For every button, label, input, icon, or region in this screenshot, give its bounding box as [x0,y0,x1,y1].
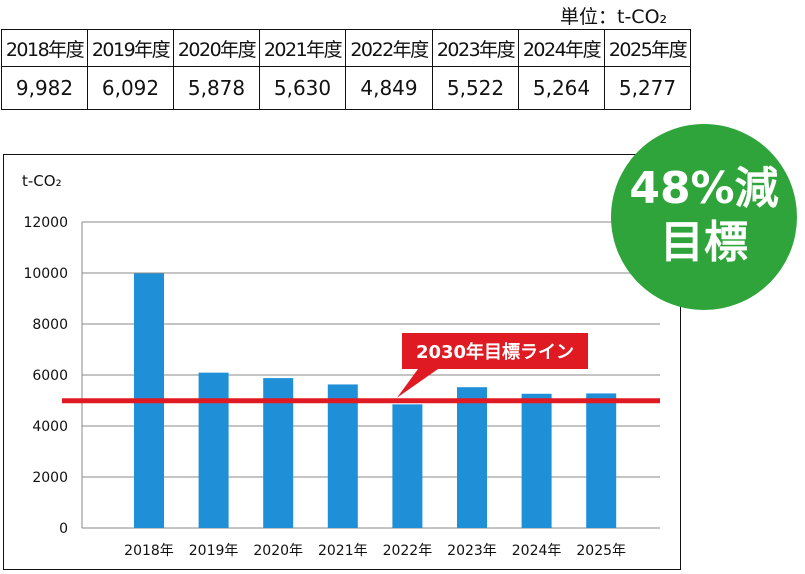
table-header-row: 2018年度 2019年度 2020年度 2021年度 2022年度 2023年度 2024… [1,29,691,67]
bar [586,393,617,528]
target-callout-box [402,333,588,369]
table-header-cell: 2020年度 [173,29,260,67]
emissions-table: 2018年度 2019年度 2020年度 2021年度 2022年度 2023年度 2024… [1,29,691,110]
x-tick-label: 2025年 [576,543,626,559]
table-value-cell: 5,277 [604,66,691,110]
table-header-cell: 2025年度 [604,29,691,67]
x-tick-label: 2022年 [383,543,433,559]
y-tick-label: 12000 [23,215,68,231]
reduction-target-badge: 48%減 目標 [611,124,797,310]
table-value-cell: 5,264 [518,66,605,110]
table-header-cell: 2019年度 [87,29,174,67]
target-callout-label: 2030年目標ライン [416,341,574,363]
table-header-cell: 2022年度 [345,29,433,67]
table-value-cell: 5,522 [432,66,519,110]
x-tick-label: 2023年 [447,543,497,559]
y-tick-label: 0 [59,521,68,537]
unit-label: 単位：t-CO₂ [560,6,668,28]
bar [392,404,423,528]
table-value-cell: 9,982 [1,66,88,110]
table-value-cell: 5,630 [259,66,346,110]
x-tick-label: 2019年 [189,543,239,559]
badge-percent-text: 48%減 [629,163,779,214]
chart-frame: 0 2000 4000 6000 8000 10000 12000 t-CO₂ 2018年 201… [3,154,681,570]
y-tick-label: 2000 [32,470,68,486]
y-tick-label: 10000 [23,266,68,282]
bar [457,387,487,528]
table-header-cell: 2023年度 [432,29,519,67]
table-value-cell: 4,849 [345,66,433,110]
badge-target-text: 目標 [660,217,748,268]
bar [327,384,358,528]
table-header-cell: 2018年度 [1,29,88,67]
table-value-row: 9,982 6,092 5,878 5,630 4,849 5,522 5,264 5,277 [1,66,691,110]
x-tick-label: 2018年 [124,543,174,559]
x-tick-label: 2024年 [512,543,562,559]
emissions-bar-chart: 0 2000 4000 6000 8000 10000 12000 t-CO₂ 2018年 201… [22,172,660,559]
y-tick-label: 4000 [32,419,68,435]
x-tick-label: 2021年 [318,543,368,559]
y-axis-label: t-CO₂ [22,172,62,190]
bar [521,393,552,528]
table-header-cell: 2024年度 [518,29,605,67]
table-value-cell: 6,092 [87,66,174,110]
y-tick-label: 8000 [32,317,68,333]
y-tick-label: 6000 [32,368,68,384]
table-value-cell: 5,878 [173,66,260,110]
x-tick-label: 2020年 [253,543,303,559]
table-header-cell: 2021年度 [259,29,346,67]
target-callout-pointer [397,369,438,398]
bar [198,372,229,528]
